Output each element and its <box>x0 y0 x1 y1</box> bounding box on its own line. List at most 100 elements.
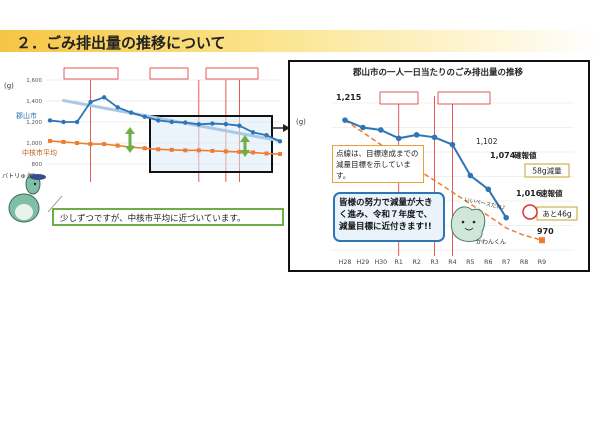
chukaku-point <box>264 151 269 156</box>
gap-arrow <box>240 135 250 157</box>
koriyama-point <box>210 121 215 126</box>
event-label-typhoon-box <box>379 91 419 105</box>
koriyama-point <box>378 127 384 133</box>
chukaku-point <box>183 148 188 153</box>
koriyama-point <box>156 118 161 123</box>
left-y-unit: (g) <box>4 82 14 90</box>
right-x-tick: R7 <box>502 259 510 266</box>
left-y-tick: 1,200 <box>26 120 42 126</box>
left-series-label-koriyama: 郡山市 <box>16 111 37 120</box>
right-y-unit: (g) <box>296 118 306 126</box>
right-x-tick: H30 <box>374 259 387 266</box>
gap-arrow <box>125 127 135 153</box>
koriyama-line <box>49 96 281 143</box>
koriyama-point <box>223 121 229 127</box>
right-x-tick: R1 <box>395 259 403 266</box>
koriyama-point <box>237 123 242 128</box>
note-box: 点線は、目標達成までの減量目標を示しています。 <box>332 145 424 183</box>
chukaku-point <box>250 150 255 155</box>
koriyama-point <box>101 95 107 100</box>
value-label-r6: 1,074 <box>490 151 516 160</box>
chukaku-point <box>88 142 93 147</box>
left-line-chart: (g) 1,600 1,400 1,200 1,000 800 郡山市 中核市平均 バト… <box>2 67 283 223</box>
right-x-tick: R4 <box>448 259 456 266</box>
chukaku-point <box>115 143 120 148</box>
koriyama-point <box>183 120 188 125</box>
zoom-highlight-box <box>149 115 273 173</box>
remaining-text: あと46g <box>542 210 572 219</box>
batoryu-mascot <box>8 173 46 223</box>
batoryu-name: バトリゅう <box>2 173 32 180</box>
event-label-fukushima-box <box>437 91 491 105</box>
chukaku-point <box>102 142 107 147</box>
koriyama-point <box>277 139 283 144</box>
koriyama-point <box>264 133 269 138</box>
koriyama-point <box>467 172 474 179</box>
koriyama-point <box>88 99 93 105</box>
pointer-line <box>47 195 63 213</box>
chukaku-point <box>278 152 282 157</box>
left-y-tick: 1,400 <box>26 99 42 105</box>
left-y-tick: 1,600 <box>26 78 42 84</box>
section-header: ２．ごみ排出量の推移について <box>0 30 600 52</box>
koriyama-point <box>142 114 147 119</box>
event-label-earthquake-box <box>63 67 119 80</box>
page-title: ２．ごみ排出量の推移について <box>16 34 226 52</box>
chukaku-point <box>196 148 201 153</box>
chukaku-point <box>156 147 161 152</box>
koriyama-point <box>250 130 256 135</box>
chukaku-point <box>223 149 228 154</box>
prelim-label: 速報値 <box>540 188 563 198</box>
reduction-text: 58g減量 <box>532 166 562 176</box>
koriyama-point <box>503 214 509 221</box>
koriyama-point <box>485 186 492 193</box>
value-label-first: 1,215 <box>336 93 362 102</box>
koriyama-line <box>344 119 508 219</box>
koriyama-point <box>360 124 366 131</box>
chukaku-point <box>169 147 174 152</box>
koriyama-point <box>342 117 348 123</box>
right-x-tick: R8 <box>520 259 528 266</box>
note-text: 点線は、目標達成までの減量目標を示しています。 <box>336 149 419 180</box>
message-bubble: 皆様の努力で減量が大きく進み、令和７年度で、減量目標に近付きます!! <box>333 192 445 242</box>
left-y-tick: 1,000 <box>26 141 42 147</box>
koriyama-point <box>169 119 174 125</box>
value-label-r7: 1,016 <box>516 189 542 198</box>
right-x-tick: R3 <box>430 259 438 266</box>
koriyama-point <box>395 135 402 142</box>
event-label-typhoon-box <box>149 67 189 80</box>
event-label-fukushima-box <box>205 67 259 80</box>
right-x-tick: R6 <box>484 259 492 266</box>
confirmed-label: 確報値 <box>513 150 537 160</box>
zoom-arrow <box>272 124 290 132</box>
r7-highlight-circle <box>522 204 538 220</box>
message-text: 皆様の努力で減量が大きく進み、令和７年度で、減量目標に近付きます!! <box>339 198 433 232</box>
reduction-box <box>524 163 570 178</box>
right-x-tick: R5 <box>466 259 474 266</box>
chukaku-point <box>142 146 147 151</box>
chukaku-point <box>75 141 80 145</box>
left-caption-text: 少しずつですが、中核市平均に近づいています。 <box>60 214 246 224</box>
left-caption-box: 少しずつですが、中核市平均に近づいています。 <box>52 208 284 226</box>
right-chart-title: 郡山市の一人一日当たりのごみ排出量の推移 <box>352 67 524 78</box>
kawan-mascot <box>450 206 486 242</box>
left-y-tick: 800 <box>32 162 43 168</box>
koriyama-point <box>431 134 438 141</box>
koriyama-point <box>61 119 66 125</box>
right-x-tick: R2 <box>412 259 420 266</box>
value-label-r5: 1,102 <box>476 137 498 146</box>
right-x-tick: R9 <box>538 259 546 266</box>
chukaku-point <box>48 138 52 143</box>
value-label-target: 970 <box>537 227 554 236</box>
target-point <box>539 237 545 244</box>
koriyama-point <box>47 118 53 123</box>
koriyama-point <box>115 105 120 110</box>
chukaku-point <box>61 139 66 144</box>
koriyama-point <box>413 132 420 138</box>
koriyama-point <box>74 119 80 125</box>
right-x-tick: H29 <box>357 259 370 266</box>
koriyama-point <box>449 141 456 148</box>
left-series-label-chukaku: 中核市平均 <box>22 148 57 157</box>
koriyama-point <box>128 110 134 115</box>
kawan-name: かわんくん <box>476 239 506 246</box>
